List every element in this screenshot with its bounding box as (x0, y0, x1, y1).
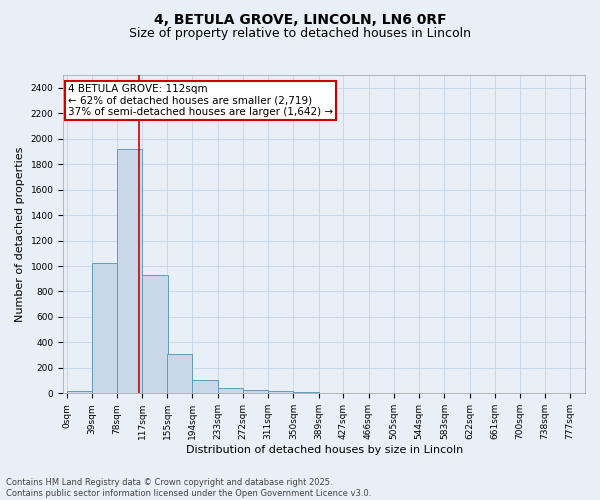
Bar (142, 275, 167, 394)
Text: 4, BETULA GROVE, LINCOLN, LN6 0RF: 4, BETULA GROVE, LINCOLN, LN6 0RF (154, 12, 446, 26)
Text: Size of property relative to detached houses in Lincoln: Size of property relative to detached ho… (129, 28, 471, 40)
Bar (243, 390, 268, 394)
Bar (192, 380, 218, 394)
Bar (167, 354, 192, 394)
Bar (67, 391, 92, 394)
Bar (268, 392, 293, 394)
X-axis label: Distribution of detached houses by size in Lincoln: Distribution of detached houses by size … (185, 445, 463, 455)
Bar (92, 263, 117, 394)
Text: 4 BETULA GROVE: 112sqm
← 62% of detached houses are smaller (2,719)
37% of semi-: 4 BETULA GROVE: 112sqm ← 62% of detached… (68, 84, 333, 117)
Bar (117, 149, 142, 394)
Bar (293, 392, 319, 394)
Y-axis label: Number of detached properties: Number of detached properties (15, 146, 25, 322)
Bar (218, 388, 243, 394)
Text: Contains HM Land Registry data © Crown copyright and database right 2025.
Contai: Contains HM Land Registry data © Crown c… (6, 478, 371, 498)
